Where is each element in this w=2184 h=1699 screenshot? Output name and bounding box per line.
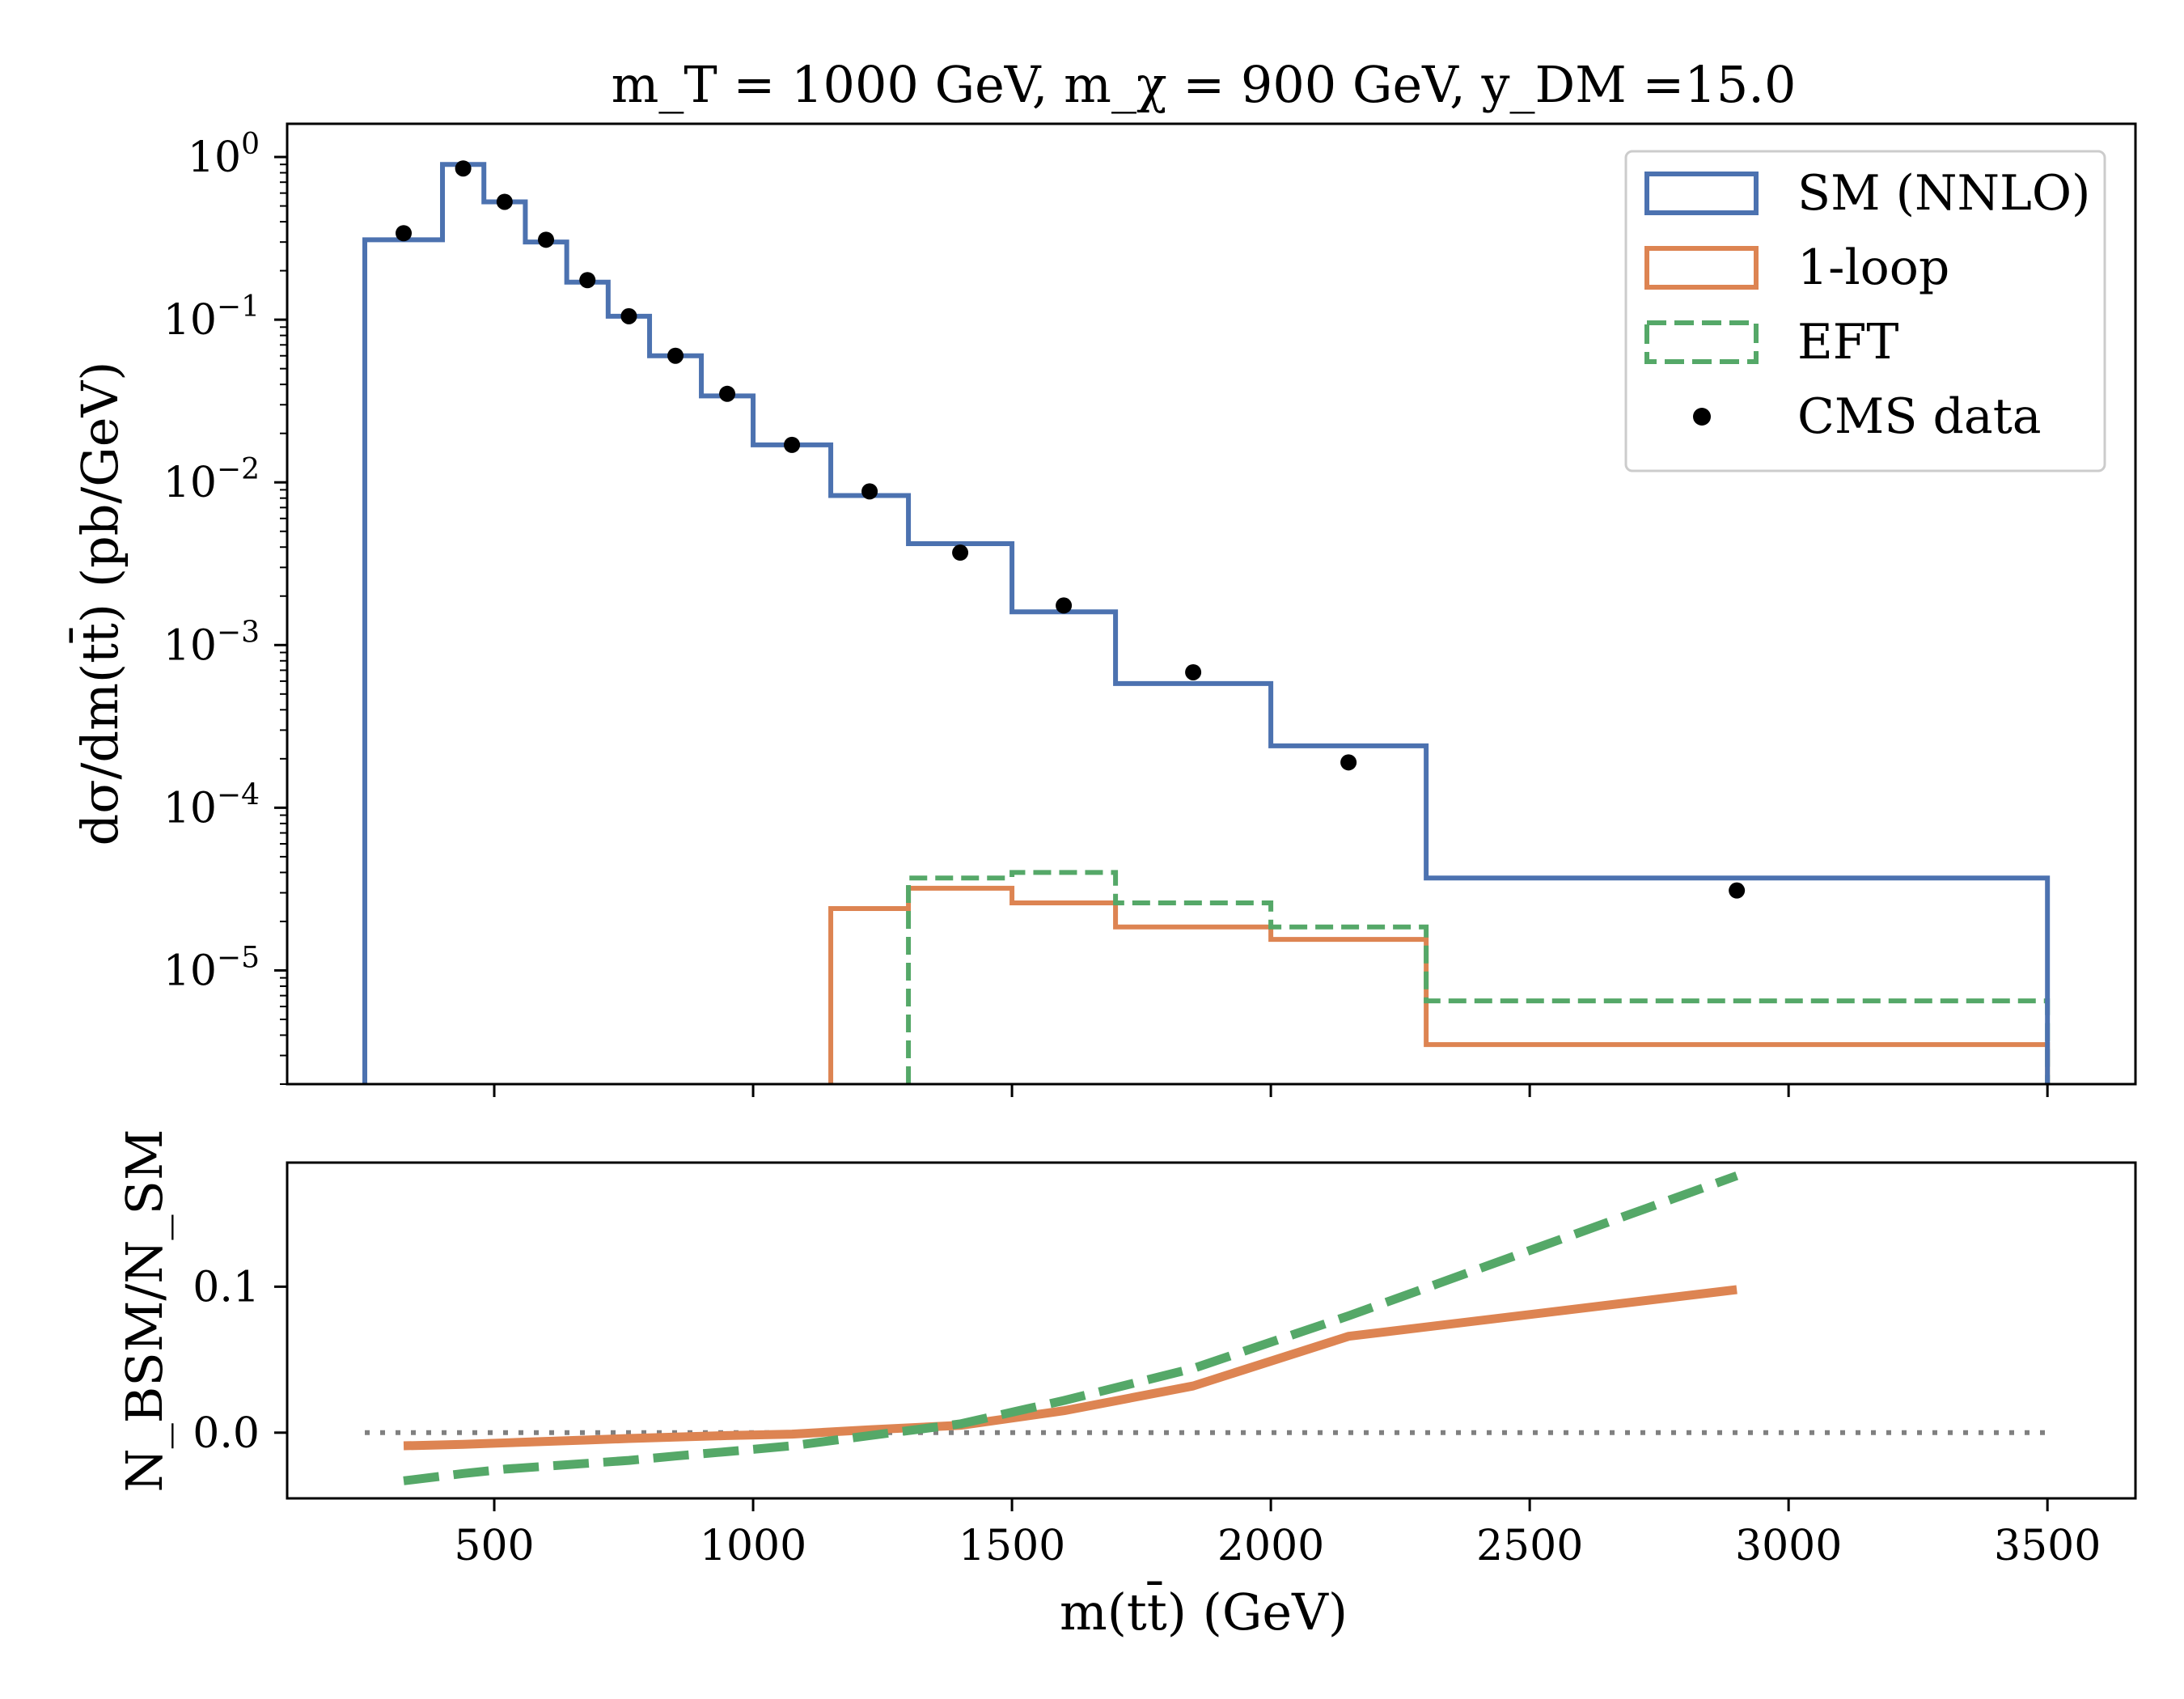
cms-data-point: [620, 307, 637, 324]
x-tick-label: 1000: [700, 1522, 806, 1570]
cms-data-point: [1056, 597, 1073, 614]
cms-data-point: [667, 347, 684, 364]
top-y-axis-title: dσ/dm(tt̄) (pb/GeV): [69, 362, 129, 846]
top-panel: 100 10−1 10−2 10−3 10−4 10−5 SM (NNLO) 1-loop E…: [163, 122, 2137, 1097]
legend-marker-solid-box: [1644, 246, 1759, 290]
cms-data-point: [861, 483, 878, 500]
legend-frame: [1624, 150, 2106, 472]
x-tick-label: 2500: [1476, 1522, 1583, 1570]
x-tick-label: 3500: [1994, 1522, 2101, 1570]
y-tick-label: 10−2: [163, 453, 260, 507]
one-loop-step: [828, 885, 2051, 1084]
y-tick-label: 10−5: [163, 941, 260, 995]
legend-marker-dot: [1693, 408, 1711, 426]
cms-data-point: [455, 160, 472, 177]
y-tick-label: 10−4: [163, 778, 260, 833]
y-tick-label: 100: [188, 128, 260, 182]
ratio-y-tick-label: 0.1: [193, 1263, 260, 1311]
bottom-series-layer: [365, 1172, 2048, 1485]
legend-label: EFT: [1797, 314, 1898, 371]
legend-label: CMS data: [1797, 388, 2042, 445]
ratio-y-tick-label: 0.0: [193, 1409, 260, 1458]
ratio-one-loop-line: [403, 1285, 1737, 1451]
chart-title: m_T = 1000 GeV, m_χ = 900 GeV, y_DM =15.…: [612, 55, 1797, 114]
cms-data-point: [1729, 882, 1746, 899]
cms-data-point: [952, 544, 969, 561]
legend-marker-solid-box: [1644, 172, 1759, 215]
bottom-axis-ticks: 0.0 0.1 500 1000 1500 2000 2500 3000 3500: [193, 1263, 2101, 1570]
x-tick-label: 1500: [959, 1522, 1065, 1570]
x-axis-title: m(tt̄) (GeV): [1060, 1581, 1348, 1642]
bottom-y-axis-title: N_BSM/N_SM: [115, 1129, 174, 1493]
top-panel-frame: [286, 122, 2137, 1086]
axis-labels: m(tt̄) (GeV) dσ/dm(tt̄) (pb/GeV) N_BSM/N_S…: [69, 362, 1348, 1642]
cms-data-point: [719, 385, 736, 402]
top-axis-ticks: 100 10−1 10−2 10−3 10−4 10−5: [163, 128, 2049, 1097]
cms-data-point: [538, 231, 555, 248]
cms-data-point: [1340, 754, 1357, 771]
legend-marker-dashed-box: [1644, 320, 1759, 364]
cms-data-point: [579, 272, 596, 289]
y-tick-label: 10−1: [163, 290, 260, 345]
cms-data-point: [1185, 663, 1202, 680]
bottom-panel-frame: [286, 1161, 2137, 1500]
cms-data-point: [496, 193, 513, 210]
x-tick-label: 3000: [1735, 1522, 1842, 1570]
x-tick-label: 500: [454, 1522, 534, 1570]
x-tick-label: 2000: [1217, 1522, 1324, 1570]
legend-label: 1-loop: [1797, 239, 1949, 296]
eft-step: [906, 870, 2051, 1084]
legend-label: SM (NNLO): [1797, 165, 2090, 222]
cms-data-point: [396, 225, 413, 242]
cms-data-point: [784, 436, 801, 453]
bottom-panel: 0.0 0.1 500 1000 1500 2000 2500 3000 3500: [193, 1161, 2137, 1570]
y-tick-label: 10−3: [163, 616, 260, 670]
ratio-eft-line: [403, 1172, 1739, 1485]
cms-data-points: [396, 160, 1746, 899]
legend: SM (NNLO) 1-loop EFT CMS data: [1624, 150, 2106, 472]
